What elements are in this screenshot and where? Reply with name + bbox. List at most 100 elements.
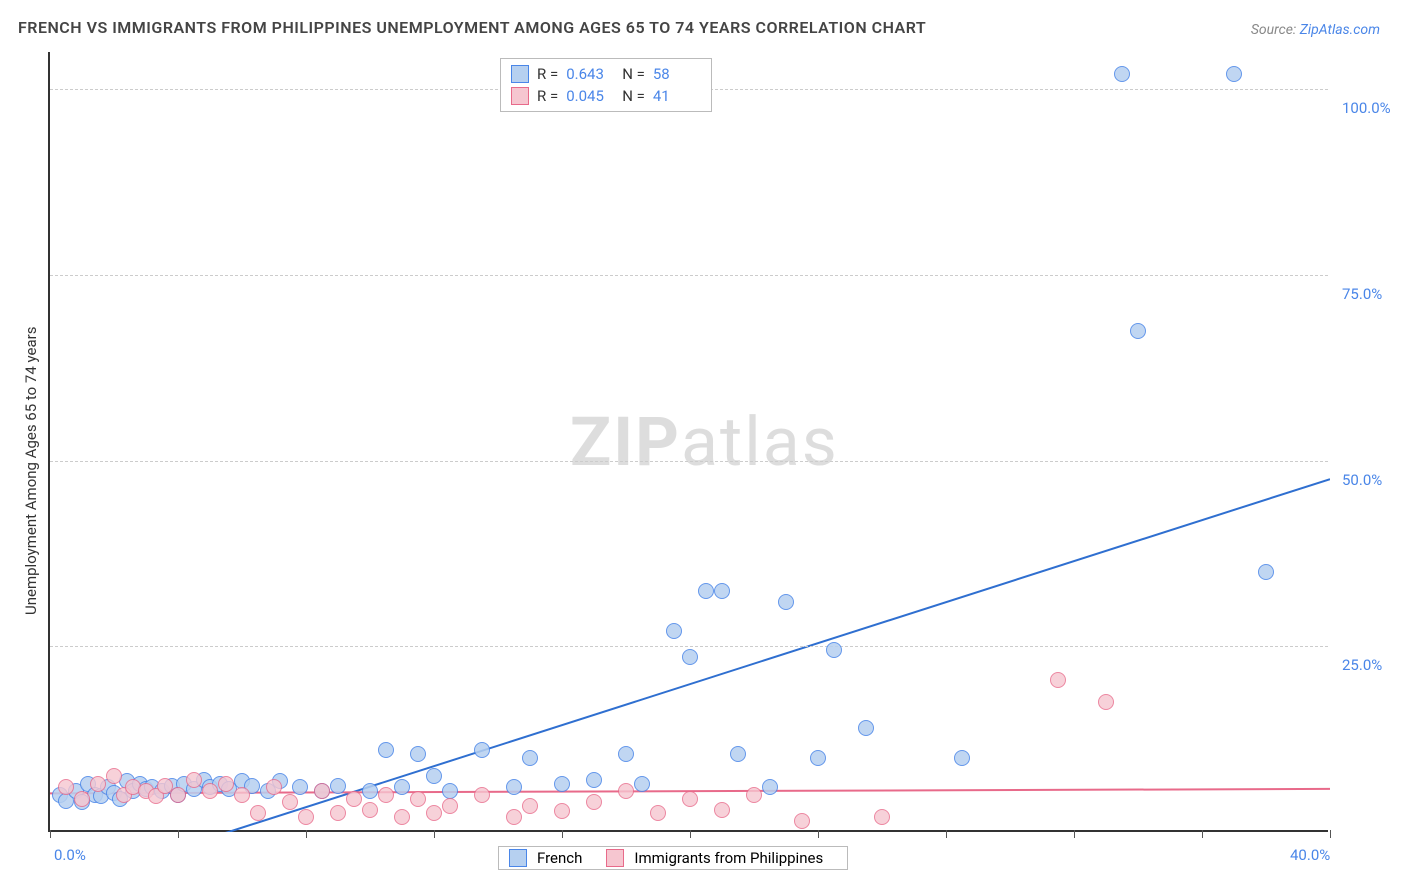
data-point xyxy=(474,742,490,758)
data-point xyxy=(394,779,410,795)
data-point xyxy=(762,779,778,795)
data-point xyxy=(1114,66,1130,82)
data-point xyxy=(426,768,442,784)
data-point xyxy=(506,779,522,795)
data-point xyxy=(522,750,538,766)
data-point xyxy=(314,783,330,799)
stats-row: R =0.643N =58 xyxy=(511,63,701,85)
stat-r-value: 0.045 xyxy=(566,87,614,105)
plot-area: ZIPatlas 25.0%50.0%75.0%100.0%0.0%40.0% xyxy=(48,52,1328,832)
x-tick xyxy=(434,830,435,838)
data-point xyxy=(1130,323,1146,339)
data-point xyxy=(474,787,490,803)
source-attribution: Source: ZipAtlas.com xyxy=(1251,22,1380,38)
data-point xyxy=(1226,66,1242,82)
x-tick xyxy=(818,830,819,838)
data-point xyxy=(618,783,634,799)
x-tick xyxy=(1202,830,1203,838)
legend-label: French xyxy=(537,849,582,867)
y-tick-label: 25.0% xyxy=(1342,656,1382,674)
data-point xyxy=(106,768,122,784)
data-point xyxy=(954,750,970,766)
data-point xyxy=(698,583,714,599)
data-point xyxy=(650,805,666,821)
data-point xyxy=(394,809,410,825)
series-legend: French Immigrants from Philippines xyxy=(498,846,848,870)
stat-n-label: N = xyxy=(622,65,645,83)
data-point xyxy=(586,772,602,788)
watermark: ZIPatlas xyxy=(570,402,839,482)
stat-r-label: R = xyxy=(537,87,558,105)
y-axis-label: Unemployment Among Ages 65 to 74 years xyxy=(22,327,40,615)
x-tick xyxy=(306,830,307,838)
y-tick-label: 50.0% xyxy=(1342,471,1382,489)
gridline xyxy=(50,461,1328,462)
x-tick xyxy=(690,830,691,838)
data-point xyxy=(378,742,394,758)
data-point xyxy=(74,791,90,807)
stats-swatch xyxy=(511,87,529,105)
legend-label: Immigrants from Philippines xyxy=(634,849,823,867)
data-point xyxy=(362,802,378,818)
data-point xyxy=(682,791,698,807)
data-point xyxy=(410,791,426,807)
watermark-bold: ZIP xyxy=(570,402,681,482)
data-point xyxy=(186,772,202,788)
x-tick xyxy=(178,830,179,838)
legend-swatch xyxy=(509,849,527,867)
data-point xyxy=(298,809,314,825)
x-tick xyxy=(946,830,947,838)
data-point xyxy=(874,809,890,825)
data-point xyxy=(202,783,218,799)
data-point xyxy=(666,623,682,639)
y-tick-label: 100.0% xyxy=(1342,99,1391,117)
data-point xyxy=(634,776,650,792)
source-value: ZipAtlas.com xyxy=(1300,22,1380,38)
data-point xyxy=(794,813,810,829)
correlation-stats-box: R =0.643N =58R =0.045N =41 xyxy=(500,58,712,112)
data-point xyxy=(90,776,106,792)
stat-n-value: 58 xyxy=(653,65,701,83)
data-point xyxy=(250,805,266,821)
data-point xyxy=(714,583,730,599)
source-label: Source: xyxy=(1251,22,1300,38)
stats-row: R =0.045N =41 xyxy=(511,85,701,107)
x-tick xyxy=(50,830,51,838)
x-tick-label: 40.0% xyxy=(1290,846,1330,864)
data-point xyxy=(410,746,426,762)
x-tick-label: 0.0% xyxy=(54,846,86,864)
data-point xyxy=(362,783,378,799)
data-point xyxy=(714,802,730,818)
data-point xyxy=(826,642,842,658)
data-point xyxy=(330,778,346,794)
data-point xyxy=(442,798,458,814)
data-point xyxy=(266,779,282,795)
stat-r-value: 0.643 xyxy=(566,65,614,83)
x-tick xyxy=(562,830,563,838)
data-point xyxy=(234,787,250,803)
data-point xyxy=(170,787,186,803)
data-point xyxy=(442,783,458,799)
data-point xyxy=(426,805,442,821)
data-point xyxy=(292,779,308,795)
data-point xyxy=(378,787,394,803)
legend-swatch xyxy=(606,849,624,867)
data-point xyxy=(554,803,570,819)
data-point xyxy=(730,746,746,762)
stat-n-label: N = xyxy=(622,87,645,105)
x-tick xyxy=(1330,830,1331,838)
data-point xyxy=(554,776,570,792)
data-point xyxy=(682,649,698,665)
data-point xyxy=(746,787,762,803)
data-point xyxy=(618,746,634,762)
trend-lines xyxy=(50,52,1330,832)
data-point xyxy=(810,750,826,766)
chart-title: FRENCH VS IMMIGRANTS FROM PHILIPPINES UN… xyxy=(18,18,926,37)
data-point xyxy=(778,594,794,610)
data-point xyxy=(58,779,74,795)
gridline xyxy=(50,646,1328,647)
data-point xyxy=(1098,694,1114,710)
data-point xyxy=(218,776,234,792)
data-point xyxy=(586,794,602,810)
correlation-chart: FRENCH VS IMMIGRANTS FROM PHILIPPINES UN… xyxy=(0,0,1406,892)
